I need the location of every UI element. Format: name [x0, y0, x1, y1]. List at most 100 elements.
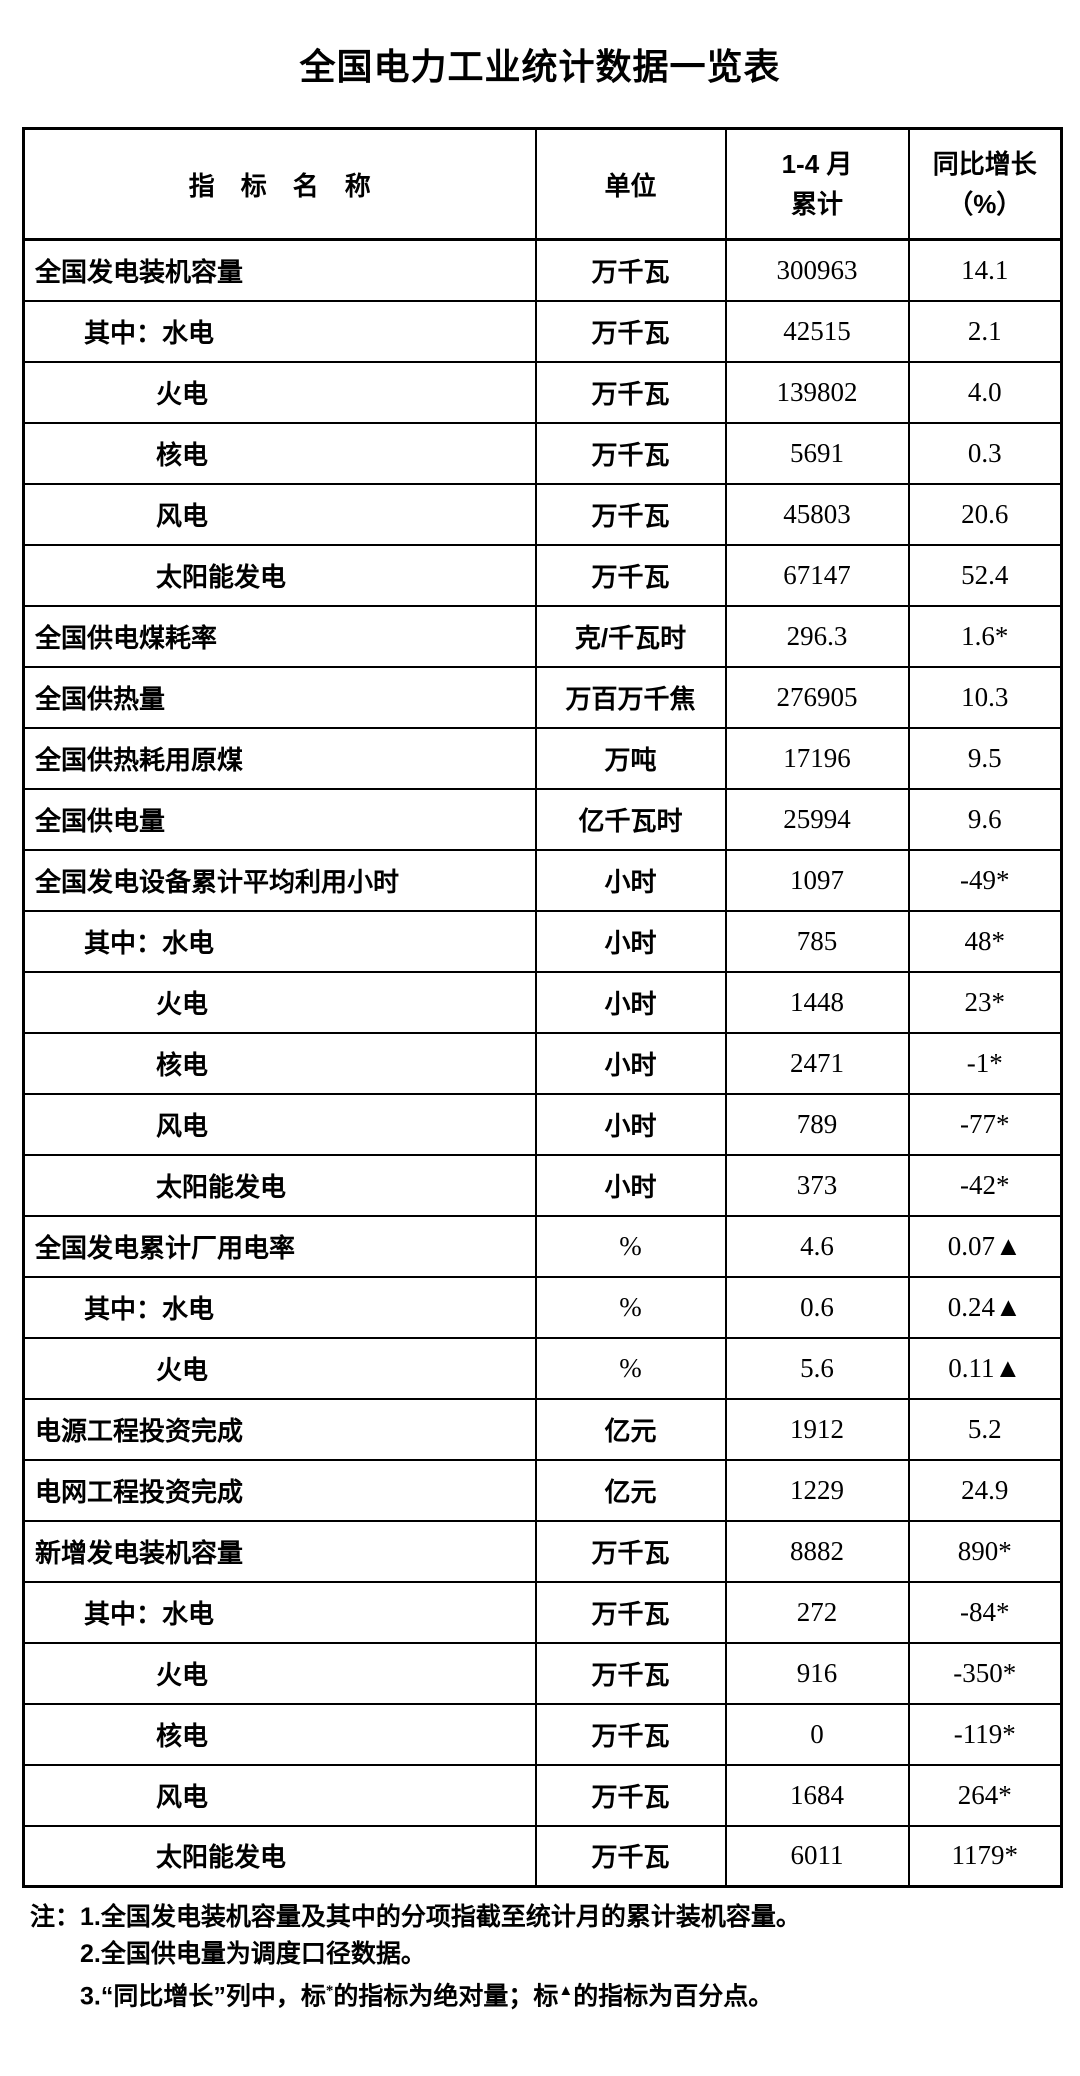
- cumulative-value-cell: 1912: [724, 1397, 910, 1461]
- table-row: 风电 万千瓦 45803 20.6: [22, 482, 1063, 546]
- header-indicator-name: 指 标 名 称: [22, 127, 537, 241]
- indicator-name-cell: 风电: [22, 482, 537, 546]
- yoy-growth-cell: 1179*: [907, 1824, 1063, 1888]
- cumulative-value-cell: 0: [724, 1702, 910, 1766]
- unit-cell: 万千瓦: [534, 1824, 727, 1888]
- footnote-prefix: 注：: [30, 1903, 81, 1931]
- yoy-growth-cell: 9.6: [907, 787, 1063, 851]
- yoy-growth-cell: 0.07▲: [907, 1214, 1063, 1278]
- indicator-name-cell: 其中：水电: [22, 1580, 537, 1644]
- indicator-name-cell: 太阳能发电: [22, 1824, 537, 1888]
- yoy-growth-cell: -350*: [907, 1641, 1063, 1705]
- indicator-name-cell: 核电: [22, 1702, 537, 1766]
- unit-cell: %: [534, 1336, 727, 1400]
- header-yoy-growth: 同比增长 （%）: [907, 127, 1063, 241]
- cumulative-value-cell: 42515: [724, 299, 910, 363]
- cumulative-value-cell: 1684: [724, 1763, 910, 1827]
- table-row: 风电 小时 789 -77*: [22, 1092, 1063, 1156]
- yoy-growth-cell: 890*: [907, 1519, 1063, 1583]
- unit-cell: 亿千瓦时: [534, 787, 727, 851]
- table-row: 新增发电装机容量 万千瓦 8882 890*: [22, 1519, 1063, 1583]
- unit-cell: 万千瓦: [534, 360, 727, 424]
- header-period-line2: 累计: [790, 189, 843, 219]
- yoy-growth-cell: 4.0: [907, 360, 1063, 424]
- cumulative-value-cell: 17196: [724, 726, 910, 790]
- indicator-name-cell: 核电: [22, 1031, 537, 1095]
- unit-cell: 万吨: [534, 726, 727, 790]
- indicator-name-cell: 新增发电装机容量: [22, 1519, 537, 1583]
- table-row: 其中：水电% 0.6 0.24▲: [22, 1275, 1063, 1339]
- yoy-growth-cell: -77*: [907, 1092, 1063, 1156]
- unit-cell: 小时: [534, 909, 727, 973]
- indicator-name-cell: 火电: [22, 360, 537, 424]
- page-title: 全国电力工业统计数据一览表: [299, 46, 781, 87]
- footnote-3: 3.“同比增长”列中，标*的指标为绝对量；标▲的指标为百分点。: [30, 1976, 1080, 2011]
- table-row: 太阳能发电 万千瓦 6011 1179*: [22, 1824, 1063, 1888]
- indicator-name-cell: 其中：水电: [22, 1275, 537, 1339]
- cumulative-value-cell: 272: [724, 1580, 910, 1644]
- table-row: 其中：水电 万千瓦 42515 2.1: [22, 299, 1063, 363]
- triangle-superscript: ▲: [558, 1983, 574, 1999]
- footnote-3-lead: 3.“同比增长”列中，标: [80, 1982, 326, 2011]
- yoy-growth-cell: 1.6*: [907, 604, 1063, 668]
- header-period-line1: 1-4 月: [781, 149, 853, 179]
- cumulative-value-cell: 6011: [724, 1824, 910, 1888]
- table-row: 太阳能发电 小时 373 -42*: [22, 1153, 1063, 1217]
- indicator-name-cell: 火电: [22, 1336, 537, 1400]
- cumulative-value-cell: 0.6: [724, 1275, 910, 1339]
- indicator-name-cell: 全国供热耗用原煤: [22, 726, 537, 790]
- cumulative-value-cell: 5691: [724, 421, 910, 485]
- yoy-growth-cell: 9.5: [907, 726, 1063, 790]
- footnote-3-mid: 的指标为绝对量；标: [333, 1982, 559, 2011]
- indicator-name-cell: 核电: [22, 421, 537, 485]
- unit-cell: 万千瓦: [534, 1641, 727, 1705]
- cumulative-value-cell: 45803: [724, 482, 910, 546]
- indicator-name-cell: 风电: [22, 1092, 537, 1156]
- table-row: 电源工程投资完成 亿元 1912 5.2: [22, 1397, 1063, 1461]
- cumulative-value-cell: 5.6: [724, 1336, 910, 1400]
- yoy-growth-cell: 264*: [907, 1763, 1063, 1827]
- unit-cell: 亿元: [534, 1458, 727, 1522]
- yoy-growth-cell: 20.6: [907, 482, 1063, 546]
- table-row: 太阳能发电 万千瓦 67147 52.4: [22, 543, 1063, 607]
- unit-cell: 小时: [534, 1031, 727, 1095]
- unit-cell: 小时: [534, 1092, 727, 1156]
- indicator-name-cell: 全国发电设备累计平均利用小时: [22, 848, 537, 912]
- cumulative-value-cell: 789: [724, 1092, 910, 1156]
- table-header: 指 标 名 称 单位 1-4 月 累计 同比增长 （%）: [22, 127, 1063, 241]
- yoy-growth-cell: 52.4: [907, 543, 1063, 607]
- footnote-1: 注：1.全国发电装机容量及其中的分项指截至统计月的累计装机容量。: [30, 1902, 1080, 1932]
- unit-cell: 万千瓦: [534, 1580, 727, 1644]
- footnote-2: 2.全国供电量为调度口径数据。: [80, 1940, 426, 1968]
- yoy-growth-cell: 24.9: [907, 1458, 1063, 1522]
- table-row: 核电 万千瓦 0 -119*: [22, 1702, 1063, 1766]
- table-row: 火电 万千瓦 916 -350*: [22, 1641, 1063, 1705]
- unit-cell: 万千瓦: [534, 543, 727, 607]
- table-row: 火电 万千瓦 139802 4.0: [22, 360, 1063, 424]
- unit-cell: 万千瓦: [534, 238, 727, 302]
- table-row: 核电 万千瓦 5691 0.3: [22, 421, 1063, 485]
- unit-cell: 万千瓦: [534, 1763, 727, 1827]
- footnotes: 注：1.全国发电装机容量及其中的分项指截至统计月的累计装机容量。 2.全国供电量…: [30, 1902, 1080, 2011]
- cumulative-value-cell: 785: [724, 909, 910, 973]
- header-growth-line1: 同比增长: [932, 149, 1037, 179]
- table-row: 火电 小时 1448 23*: [22, 970, 1063, 1034]
- cumulative-value-cell: 139802: [724, 360, 910, 424]
- cumulative-value-cell: 300963: [724, 238, 910, 302]
- yoy-growth-cell: 2.1: [907, 299, 1063, 363]
- table-row: 全国发电装机容量 万千瓦 300963 14.1: [22, 238, 1063, 302]
- table-row: 风电 万千瓦 1684 264*: [22, 1763, 1063, 1827]
- yoy-growth-cell: 23*: [907, 970, 1063, 1034]
- header-period-cumulative: 1-4 月 累计: [724, 127, 910, 241]
- table-row: 电网工程投资完成 亿元 1229 24.9: [22, 1458, 1063, 1522]
- cumulative-value-cell: 916: [724, 1641, 910, 1705]
- indicator-name-cell: 电源工程投资完成: [22, 1397, 537, 1461]
- table-row: 全国供电量 亿千瓦时 25994 9.6: [22, 787, 1063, 851]
- cumulative-value-cell: 1229: [724, 1458, 910, 1522]
- yoy-growth-cell: 5.2: [907, 1397, 1063, 1461]
- indicator-name-cell: 其中：水电: [22, 299, 537, 363]
- cumulative-value-cell: 276905: [724, 665, 910, 729]
- footnote-3-tail: 的指标为百分点。: [573, 1982, 774, 2011]
- unit-cell: 万百万千焦: [534, 665, 727, 729]
- yoy-growth-cell: -42*: [907, 1153, 1063, 1217]
